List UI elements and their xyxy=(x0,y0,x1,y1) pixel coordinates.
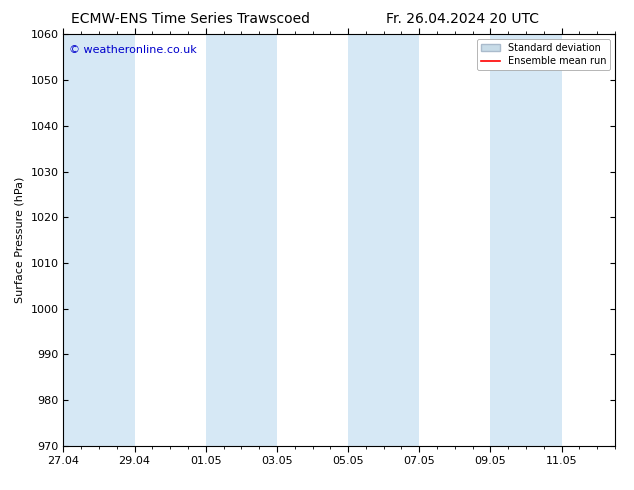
Y-axis label: Surface Pressure (hPa): Surface Pressure (hPa) xyxy=(15,177,25,303)
Text: © weatheronline.co.uk: © weatheronline.co.uk xyxy=(69,45,197,54)
Bar xyxy=(206,34,277,446)
Bar xyxy=(491,34,562,446)
Text: Fr. 26.04.2024 20 UTC: Fr. 26.04.2024 20 UTC xyxy=(386,12,540,26)
Bar xyxy=(348,34,419,446)
Bar xyxy=(63,34,134,446)
Legend: Standard deviation, Ensemble mean run: Standard deviation, Ensemble mean run xyxy=(477,39,610,70)
Text: ECMW-ENS Time Series Trawscoed: ECMW-ENS Time Series Trawscoed xyxy=(71,12,309,26)
